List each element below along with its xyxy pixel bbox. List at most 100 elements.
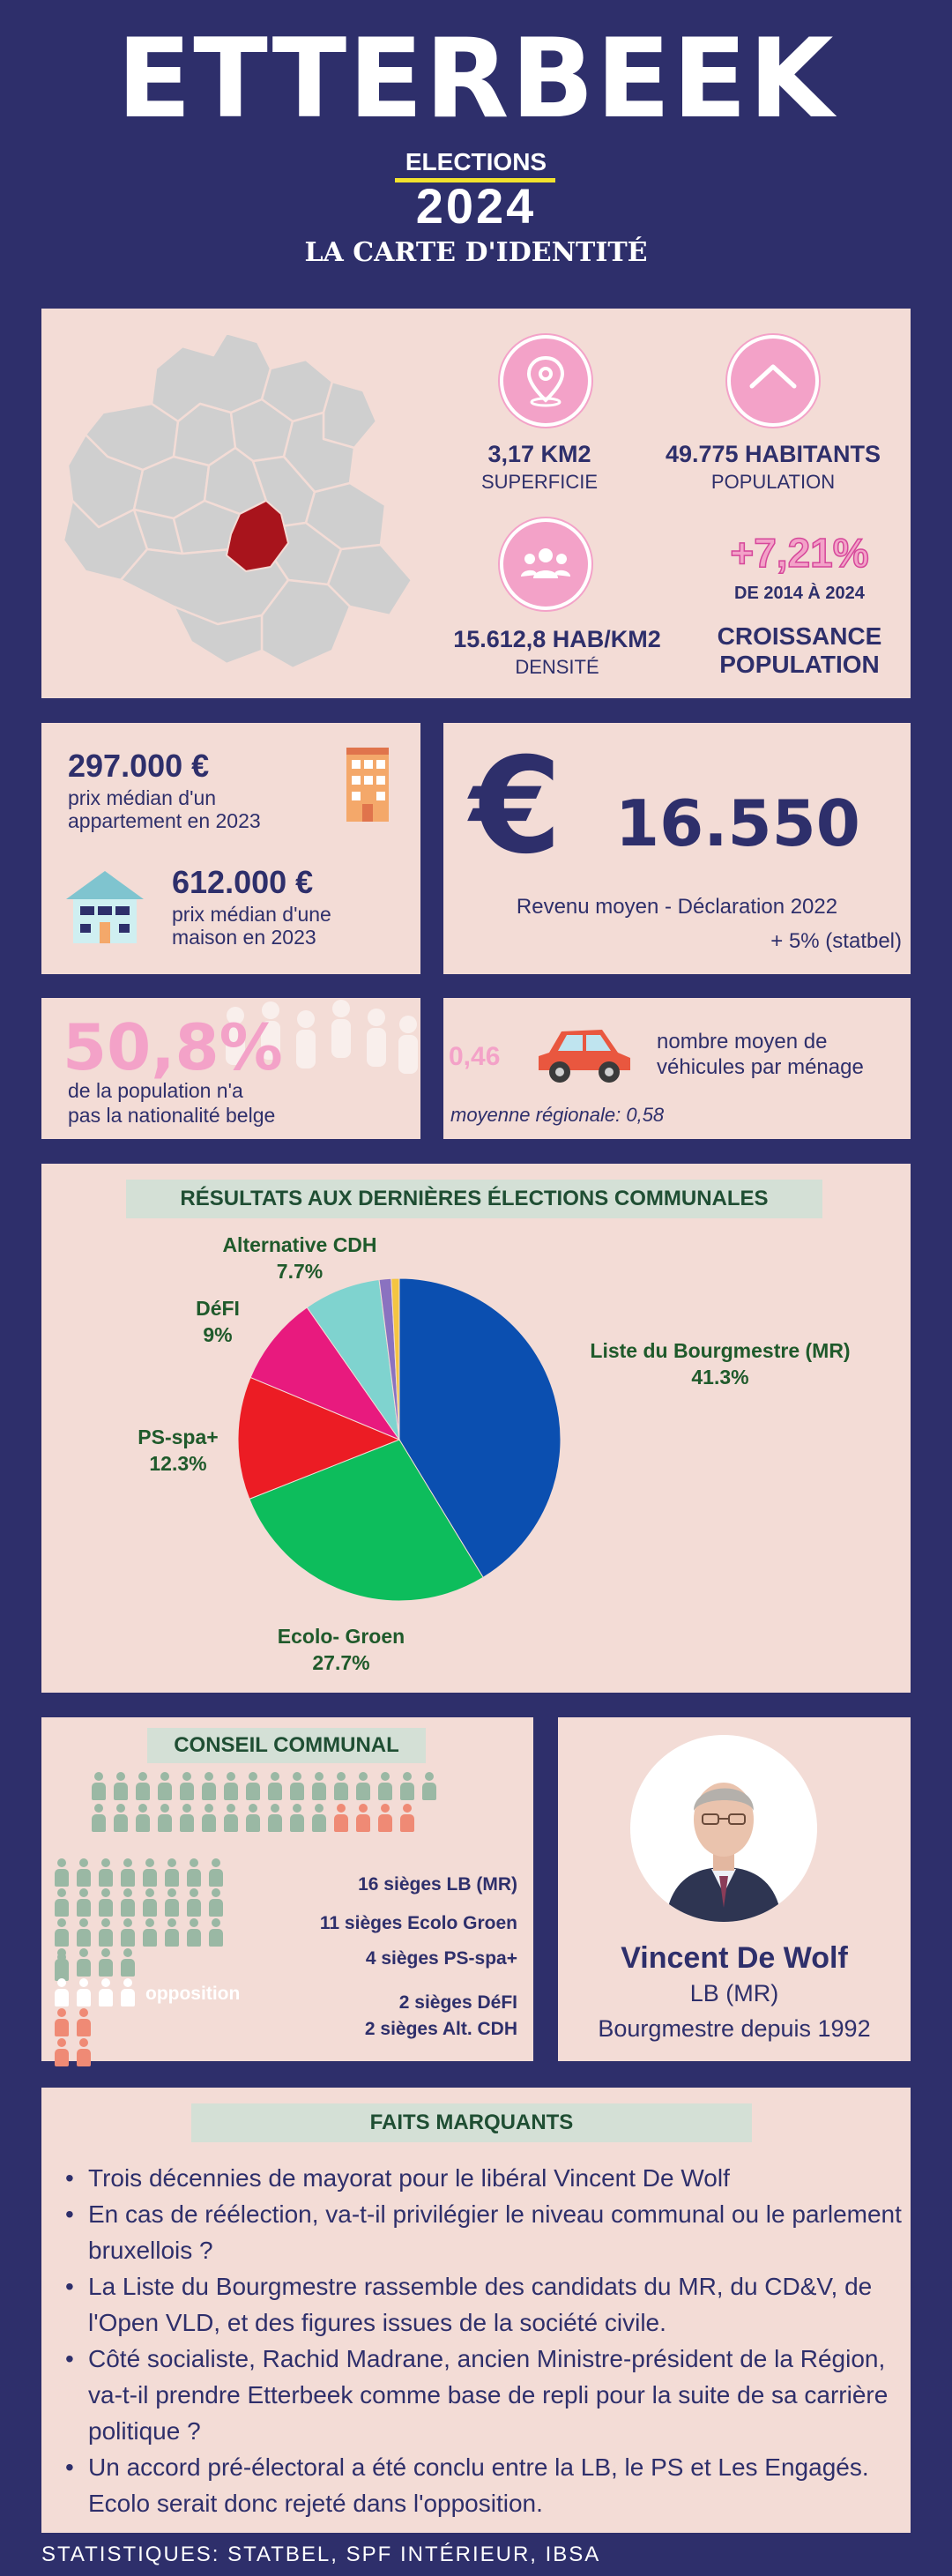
seat-icon (54, 1888, 70, 1918)
elections-label: ELECTIONS (405, 148, 547, 175)
seat-icon (186, 1918, 202, 1948)
seat-icon (311, 1804, 327, 1834)
population-label: POPULATION (710, 471, 836, 493)
etterbeek-highlight (225, 499, 290, 573)
label-ecolo-groen-pct: 27.7% (312, 1650, 370, 1674)
vehicles-label-line2: véhicules par ménage (657, 1054, 864, 1079)
seat-icon (245, 1772, 261, 1802)
growth-label-line1: CROISSANCE (717, 622, 882, 650)
seat-line-ecolo: 11 sièges Ecolo Groen (319, 1913, 517, 1933)
seat-icon (120, 1888, 136, 1918)
area-value: 3,17 KM2 (487, 441, 591, 467)
pie-slice-6 (390, 1277, 400, 1441)
seat-icon (98, 1918, 114, 1948)
seat-icon (120, 1948, 136, 1978)
council-panel: CONSEIL COMMUNAL opposition 16 (41, 1717, 533, 2066)
label-defi-pct: 9% (203, 1322, 233, 1346)
seat-line-ps: 4 sièges PS-spa+ (365, 1948, 517, 1969)
seat-icon (76, 1858, 92, 1888)
seat-icon (54, 1918, 70, 1948)
seat-icon (208, 1858, 224, 1888)
footer-sources: STATISTIQUES: STATBEL, SPF INTÉRIEUR, IB… (41, 2542, 601, 2566)
overview-panel: 3,17 KM2 SUPERFICIE 49.775 HABITANTS POP… (41, 309, 911, 698)
seat-icon (421, 1772, 437, 1802)
seat-icon (208, 1888, 224, 1918)
seat-icon (120, 1858, 136, 1888)
seat-icon (157, 1772, 173, 1802)
seat-icon (164, 1918, 180, 1948)
seat-icon (54, 2038, 70, 2068)
label-ps-spa-name: PS-spa+ (138, 1426, 219, 1448)
seat-line-lb: 16 sièges LB (MR) (358, 1874, 517, 1895)
seat-icon (142, 1888, 158, 1918)
house-icon (727, 335, 819, 427)
election-pie-chart (237, 1277, 562, 1602)
election-year: 2024 (415, 178, 537, 234)
seat-icon (120, 1918, 136, 1948)
label-alternative-cdh-name: Alternative CDH (222, 1233, 377, 1256)
seat-icon (76, 1978, 92, 2008)
seat-icon (142, 1858, 158, 1888)
pie-slice-0 (398, 1277, 562, 1579)
label-alternative-cdh-pct: 7.7% (276, 1259, 324, 1283)
page-title: ETTERBEEK (116, 16, 836, 143)
fact-item: En cas de réélection, va-t-il privilégie… (65, 2196, 903, 2268)
seat-icon (179, 1804, 195, 1834)
seat-icon (157, 1804, 173, 1834)
seat-icon (186, 1888, 202, 1918)
seat-icon (98, 1978, 114, 2008)
seat-icon (333, 1772, 349, 1802)
population-value: 49.775 HABITANTS (665, 441, 881, 467)
seat-icon (113, 1804, 129, 1834)
seat-icon (399, 1772, 415, 1802)
seat-icon (267, 1772, 283, 1802)
seat-line-cdh: 2 sièges Alt. CDH (364, 2019, 517, 2039)
mayor-portrait (630, 1735, 817, 1922)
housing-panel: 297.000 € prix médian d'un appartement e… (41, 723, 420, 974)
opposition-label: opposition (145, 1984, 241, 2004)
seat-icon (142, 1918, 158, 1948)
seat-icon (91, 1772, 107, 1802)
vehicles-label-line1: nombre moyen de (657, 1030, 828, 1053)
seat-icon (377, 1804, 393, 1834)
seat-icon (355, 1804, 371, 1834)
seat-icon (223, 1772, 239, 1802)
label-ecolo-groen-name: Ecolo- Groen (277, 1625, 405, 1648)
election-heading: RÉSULTATS AUX DERNIÈRES ÉLECTIONS COMMUN… (126, 1180, 822, 1218)
seat-icon (54, 1948, 70, 1978)
seat-icon (76, 1948, 92, 1978)
house-label: prix médian d'une maison en 2023 (172, 903, 331, 949)
seat-icon (98, 1888, 114, 1918)
label-defi: DéFI 9% (174, 1296, 262, 1349)
house-price: 612.000 € (172, 864, 314, 900)
seat-icon (98, 1948, 114, 1978)
seat-icon (289, 1804, 305, 1834)
seat-line-defi: 2 sièges DéFI (398, 1992, 517, 2013)
elections-underline (395, 178, 555, 182)
regional-average: moyenne régionale: 0,58 (450, 1104, 665, 1126)
seat-icon (54, 1978, 70, 2008)
seat-icon (120, 1978, 136, 2008)
income-note: + 5% (statbel) (770, 929, 902, 953)
tagline: LA CARTE D'IDENTITÉ (304, 237, 648, 268)
mayor-name: Vincent De Wolf (621, 1941, 848, 1975)
house-label-line1: prix médian d'une (172, 903, 331, 926)
seat-icon (76, 1918, 92, 1948)
vehicles-label: nombre moyen de véhicules par ménage (657, 1030, 864, 1081)
seat-icon (208, 1918, 224, 1948)
income-panel: € 16.550 Revenu moyen - Déclaration 2022… (443, 723, 911, 974)
seat-icon (399, 1804, 415, 1834)
mayor-portrait-illustration (666, 1783, 782, 1922)
label-liste-bourgmestre-name: Liste du Bourgmestre (MR) (590, 1339, 851, 1362)
seat-icon (91, 1804, 107, 1834)
pie-slice-2 (237, 1376, 401, 1500)
house-building-icon (66, 871, 144, 943)
brussels-map (62, 331, 413, 670)
label-ps-spa-pct: 12.3% (149, 1451, 207, 1475)
seat-icon (164, 1858, 180, 1888)
apartment-label-line2: appartement en 2023 (68, 809, 261, 833)
location-pin-icon (500, 335, 591, 427)
seat-icon (54, 1858, 70, 1888)
label-alternative-cdh: Alternative CDH 7.7% (207, 1232, 392, 1285)
area-label: SUPERFICIE (480, 471, 599, 493)
